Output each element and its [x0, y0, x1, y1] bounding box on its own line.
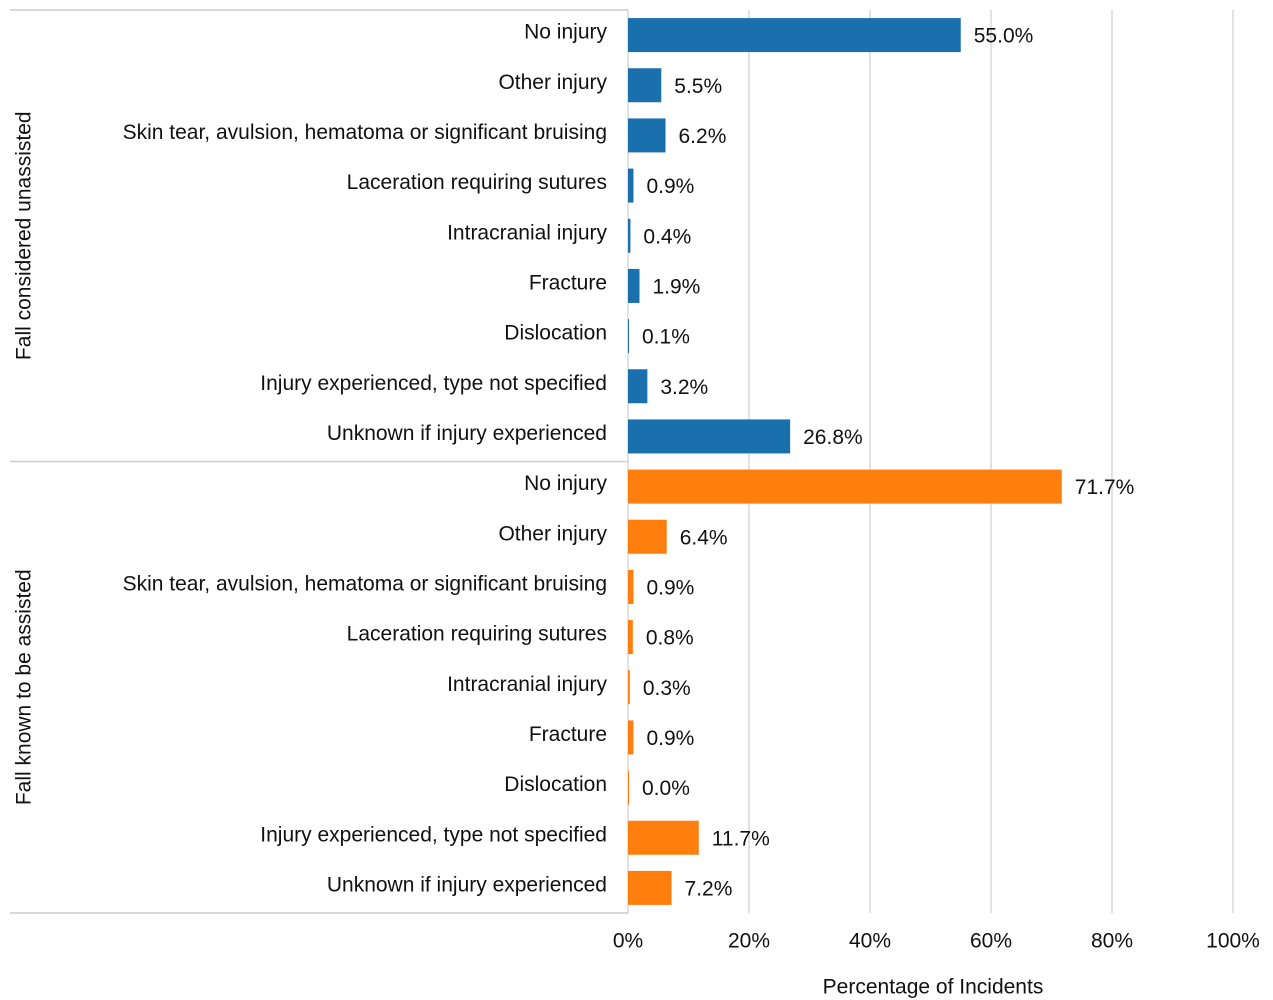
category-label: Laceration requiring sutures — [347, 623, 607, 646]
data-label: 3.2% — [660, 376, 708, 399]
category-label: Skin tear, avulsion, hematoma or signifi… — [123, 572, 607, 595]
bar — [628, 770, 629, 805]
bar — [628, 720, 634, 755]
data-label: 6.2% — [679, 125, 727, 148]
data-label: 11.7% — [712, 827, 770, 850]
bar — [628, 519, 667, 554]
data-label: 55.0% — [974, 25, 1034, 48]
category-label: No injury — [524, 472, 607, 495]
bar — [628, 118, 666, 153]
data-label: 26.8% — [803, 426, 863, 449]
x-tick-label: 0% — [613, 930, 643, 953]
data-label: 0.9% — [646, 727, 694, 750]
data-label: 0.0% — [642, 777, 690, 800]
category-label: Injury experienced, type not specified — [260, 823, 607, 846]
data-label: 6.4% — [680, 526, 728, 549]
bar — [628, 469, 1062, 504]
bar — [628, 18, 961, 53]
x-tick-label: 60% — [970, 930, 1012, 953]
x-tick-label: 20% — [728, 930, 770, 953]
data-label: 71.7% — [1075, 476, 1135, 499]
category-label: Laceration requiring sutures — [347, 171, 607, 194]
bar — [628, 569, 634, 604]
category-label: Unknown if injury experienced — [327, 873, 607, 896]
category-label: Intracranial injury — [447, 673, 607, 696]
x-tick-label: 80% — [1091, 930, 1133, 953]
data-label: 0.1% — [642, 326, 690, 349]
data-label: 0.3% — [643, 677, 691, 700]
bar — [628, 620, 633, 655]
bar — [628, 268, 640, 303]
data-label: 0.9% — [646, 576, 694, 599]
category-label: Unknown if injury experienced — [327, 422, 607, 445]
bar — [628, 369, 648, 404]
category-label: No injury — [524, 21, 607, 44]
bar — [628, 820, 699, 855]
x-axis-label: Percentage of Incidents — [823, 976, 1044, 999]
x-tick-label: 100% — [1206, 930, 1260, 953]
bar — [628, 168, 634, 203]
category-label: Dislocation — [504, 322, 607, 345]
data-label: 1.9% — [652, 275, 700, 298]
bar — [628, 68, 662, 103]
data-label: 0.9% — [646, 175, 694, 198]
bar — [628, 419, 791, 454]
category-label: Injury experienced, type not specified — [260, 372, 607, 395]
data-label: 5.5% — [674, 75, 722, 98]
bar — [628, 670, 630, 705]
bar — [628, 218, 631, 253]
group-label: Fall known to be assisted — [13, 569, 36, 805]
data-label: 0.8% — [646, 627, 694, 650]
category-label: Intracranial injury — [447, 221, 607, 244]
bar — [628, 319, 629, 354]
category-label: Fracture — [529, 723, 607, 746]
category-label: Fracture — [529, 271, 607, 294]
category-label: Skin tear, avulsion, hematoma or signifi… — [123, 121, 607, 144]
group-label: Fall considered unassisted — [13, 111, 36, 360]
category-label: Other injury — [498, 71, 607, 94]
data-label: 0.4% — [643, 225, 691, 248]
x-tick-label: 40% — [849, 930, 891, 953]
category-label: Other injury — [498, 522, 607, 545]
category-label: Dislocation — [504, 773, 607, 796]
bar — [628, 870, 672, 905]
data-label: 7.2% — [685, 877, 733, 900]
